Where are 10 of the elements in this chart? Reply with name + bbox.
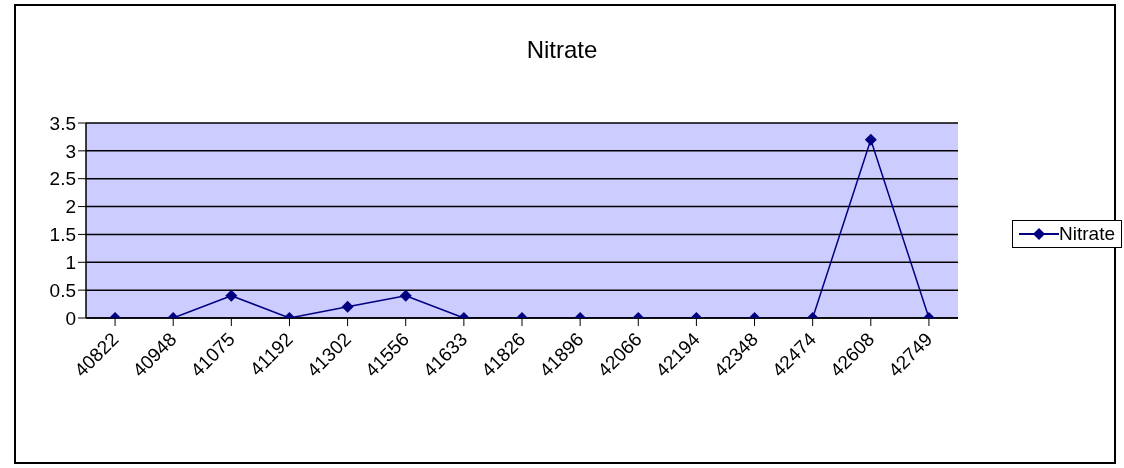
y-tick-label: 3.5 bbox=[49, 112, 76, 134]
y-tick-label: 2.5 bbox=[49, 168, 76, 190]
chart-title: Nitrate bbox=[525, 36, 599, 64]
y-tick-label: 1 bbox=[65, 252, 76, 274]
y-tick-label: 2 bbox=[65, 196, 76, 218]
y-tick-label: 0 bbox=[65, 307, 76, 329]
legend-label: Nitrate bbox=[1059, 223, 1115, 245]
y-tick-label: 1.5 bbox=[49, 224, 76, 246]
y-tick-label: 0.5 bbox=[49, 279, 76, 301]
y-tick-label: 3 bbox=[65, 140, 76, 162]
